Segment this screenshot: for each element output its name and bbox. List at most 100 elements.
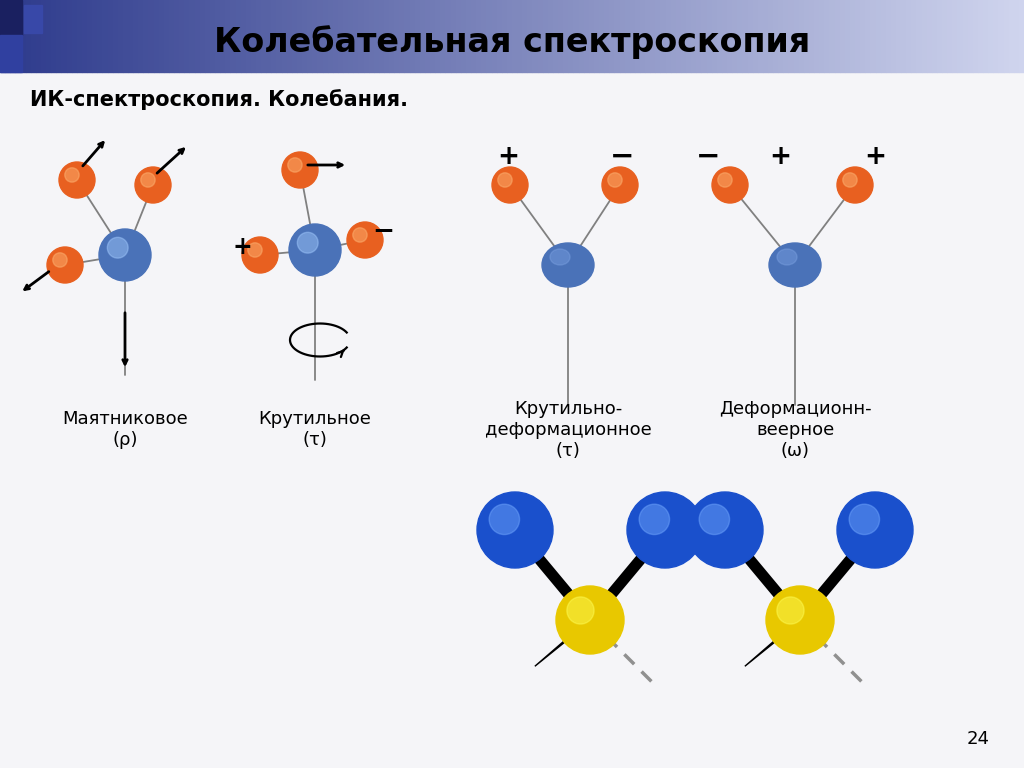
Bar (497, 0, 502, 72)
Bar (906, 0, 911, 72)
Bar (184, 0, 189, 72)
Bar (353, 0, 358, 72)
Ellipse shape (699, 504, 729, 535)
Bar (230, 0, 236, 72)
Bar (31, 0, 36, 72)
Bar (456, 0, 461, 72)
Bar (179, 0, 184, 72)
Bar (640, 0, 645, 72)
Bar (374, 0, 379, 72)
Bar (778, 0, 783, 72)
Ellipse shape (687, 492, 763, 568)
Bar (589, 0, 594, 72)
Text: −: − (610, 143, 634, 171)
Bar (1019, 0, 1024, 72)
Bar (742, 0, 748, 72)
Bar (891, 0, 896, 72)
Ellipse shape (718, 173, 732, 187)
Bar (404, 0, 410, 72)
Bar (466, 0, 471, 72)
Bar (481, 0, 486, 72)
Bar (758, 0, 763, 72)
Bar (573, 0, 579, 72)
Bar (701, 0, 707, 72)
Bar (538, 0, 543, 72)
Bar (440, 0, 445, 72)
Ellipse shape (712, 167, 748, 203)
Bar (686, 0, 691, 72)
Bar (425, 0, 430, 72)
Bar (788, 0, 794, 72)
Bar (968, 0, 973, 72)
Text: +: + (864, 144, 886, 170)
Ellipse shape (608, 173, 623, 187)
Bar (753, 0, 758, 72)
Ellipse shape (99, 229, 151, 281)
Bar (292, 0, 297, 72)
Text: +: + (769, 144, 791, 170)
Bar (369, 0, 374, 72)
Ellipse shape (242, 237, 278, 273)
Bar (282, 0, 287, 72)
Ellipse shape (108, 237, 128, 258)
Bar (927, 0, 932, 72)
Bar (717, 0, 722, 72)
Bar (0, 35, 22, 72)
Ellipse shape (627, 492, 703, 568)
Bar (502, 0, 507, 72)
Bar (266, 0, 271, 72)
Ellipse shape (550, 249, 570, 265)
Text: −: − (372, 219, 394, 245)
Bar (911, 0, 916, 72)
Bar (512, 0, 517, 72)
Bar (317, 0, 323, 72)
Ellipse shape (498, 173, 512, 187)
Bar (712, 0, 717, 72)
Bar (993, 0, 998, 72)
Bar (236, 0, 241, 72)
Bar (210, 0, 215, 72)
Bar (840, 0, 845, 72)
Bar (855, 0, 860, 72)
Bar (932, 0, 937, 72)
Bar (937, 0, 942, 72)
Bar (645, 0, 650, 72)
Bar (338, 0, 343, 72)
Bar (691, 0, 696, 72)
Ellipse shape (135, 167, 171, 203)
Bar (307, 0, 312, 72)
Ellipse shape (639, 504, 670, 535)
Bar (148, 0, 154, 72)
Bar (61, 0, 67, 72)
Bar (20, 0, 26, 72)
Ellipse shape (289, 224, 341, 276)
Bar (722, 0, 727, 72)
Text: Крутильное
(τ): Крутильное (τ) (259, 410, 372, 449)
Bar (737, 0, 742, 72)
Bar (707, 0, 712, 72)
Bar (579, 0, 584, 72)
Bar (957, 0, 963, 72)
Bar (732, 0, 737, 72)
Ellipse shape (602, 167, 638, 203)
Bar (72, 0, 77, 72)
Bar (963, 0, 968, 72)
Bar (302, 0, 307, 72)
Bar (696, 0, 701, 72)
Bar (138, 0, 143, 72)
Bar (763, 0, 768, 72)
Bar (225, 0, 230, 72)
Ellipse shape (59, 162, 95, 198)
Bar (835, 0, 840, 72)
Bar (671, 0, 676, 72)
Ellipse shape (769, 243, 821, 287)
Bar (102, 0, 108, 72)
Bar (451, 0, 456, 72)
Bar (824, 0, 829, 72)
Bar (364, 0, 369, 72)
Bar (46, 0, 51, 72)
Bar (916, 0, 922, 72)
Bar (584, 0, 589, 72)
Ellipse shape (567, 597, 594, 624)
Bar (486, 0, 492, 72)
